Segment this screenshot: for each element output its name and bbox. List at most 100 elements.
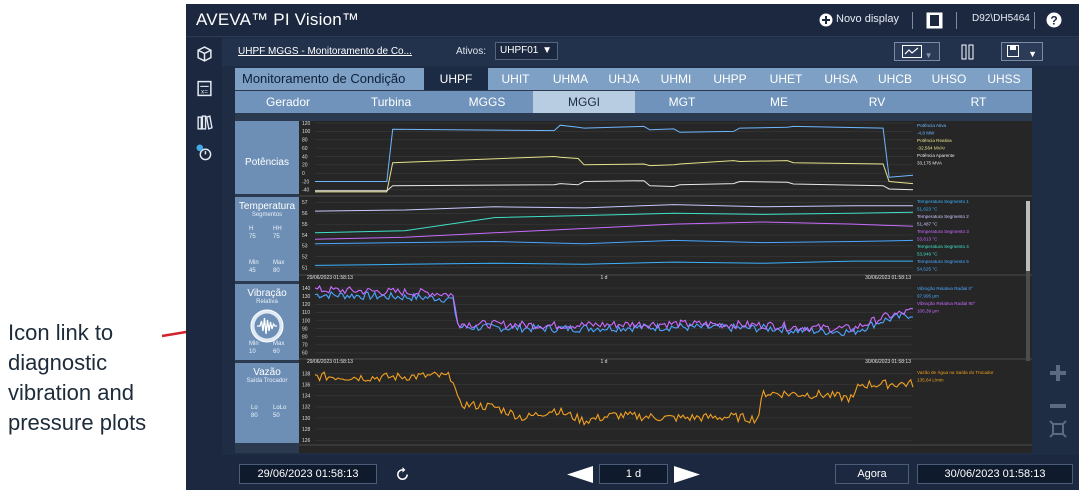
tab-rv[interactable]: RV <box>868 95 886 109</box>
save-icon <box>1007 45 1019 57</box>
limit-label: HH <box>273 226 282 232</box>
help-icon[interactable]: ? <box>1046 12 1062 28</box>
y-tick-label: 20 <box>302 163 308 169</box>
vibration-wave-icon[interactable] <box>250 309 284 343</box>
limit-label: Lo <box>251 405 258 411</box>
tab-mggi[interactable]: MGGI <box>533 91 635 113</box>
end-time-input[interactable]: 30/06/2023 01:58:13 <box>917 464 1073 484</box>
range-value: 10 <box>249 349 256 355</box>
tab-uhmi[interactable]: UHMI <box>660 72 692 86</box>
legend-entry: Temperatura Segmento 3 <box>917 229 969 234</box>
scrollbar-thumb[interactable] <box>1026 201 1030 271</box>
tab-uhss[interactable]: UHSS <box>987 72 1021 86</box>
tab-rt[interactable]: RT <box>970 95 987 109</box>
time-axis-start: 29/06/2023 01:58:13 <box>307 359 353 365</box>
legend-entry: 97,995 µm <box>917 294 939 299</box>
y-tick-label: 53 <box>302 244 308 250</box>
panel-subtitle: Saída Trocador <box>246 378 288 384</box>
limit-value: 75 <box>249 234 256 240</box>
tab-mggs[interactable]: MGGS <box>468 95 506 109</box>
trend-series-line <box>314 204 913 212</box>
y-tick-label: 120 <box>302 121 311 127</box>
zoom-out-icon[interactable] <box>1049 397 1067 415</box>
user-name[interactable]: D92\DH5464 <box>972 13 1030 24</box>
y-tick-label: -40 <box>302 188 309 194</box>
tab-me[interactable]: ME <box>770 95 788 109</box>
svg-text:x=: x= <box>201 88 208 95</box>
display-mode-icon[interactable] <box>926 12 943 29</box>
legend-entry: Temperatura Segmento 4 <box>917 244 969 249</box>
trend-plots[interactable]: 120 100 80 60 40 20 0 -20 -40 57 56 55 54 53 52 51 140 13… <box>299 121 1032 453</box>
tab-uhja[interactable]: UHJA <box>608 72 640 86</box>
calculator-icon[interactable]: x= <box>196 80 213 97</box>
limit-value: 50 <box>273 413 280 419</box>
events-stopwatch-icon[interactable] <box>196 144 213 161</box>
top-bar: AVEVA™ PI Vision™ Novo display D92\DH546… <box>186 4 1079 37</box>
trend-series-line <box>314 211 914 234</box>
limit-label: H <box>249 226 254 232</box>
panel-label-potencias: Potências <box>235 121 299 194</box>
y-tick-label: 56 <box>302 211 308 217</box>
tab-uhsa[interactable]: UHSA <box>824 72 858 86</box>
y-tick-label: 60 <box>302 146 308 152</box>
tab-uhpf[interactable]: UHPF <box>424 68 488 90</box>
legend-entry: Temperatura Segmento 5 <box>917 259 969 264</box>
legend-entry: -4,8 MW <box>917 131 935 136</box>
callout-line-3: vibration and <box>8 380 134 405</box>
tab-uhit[interactable]: UHIT <box>501 72 530 86</box>
fit-to-screen-icon[interactable] <box>1049 420 1067 438</box>
display-canvas: Monitoramento de Condição UHPF UHIT UHMA… <box>235 68 1032 453</box>
previous-period-icon[interactable] <box>567 466 593 483</box>
trend-series-line <box>314 371 914 426</box>
legend-entry: Vazão de Água na Saída do Trocador <box>917 369 994 375</box>
new-display-button[interactable]: Novo display <box>836 13 899 25</box>
legend-entry: Vibração Relativa Radial 90° <box>917 301 976 306</box>
trend-options-button[interactable]: ▼ <box>894 42 940 61</box>
start-time-input[interactable]: 29/06/2023 01:58:13 <box>239 464 377 484</box>
y-tick-label: 90 <box>302 326 308 332</box>
tab-uhcb[interactable]: UHCB <box>877 72 912 86</box>
now-button[interactable]: Agora <box>835 464 909 484</box>
y-tick-label: 54 <box>302 233 308 239</box>
tab-uhso[interactable]: UHSO <box>931 72 967 86</box>
left-sidebar: x= <box>186 38 222 490</box>
library-icon[interactable] <box>196 114 213 131</box>
tab-uhpp[interactable]: UHPP <box>713 72 747 86</box>
tab-uhet[interactable]: UHET <box>769 72 803 86</box>
plus-circle-icon[interactable] <box>819 13 833 27</box>
refresh-icon[interactable] <box>395 467 410 482</box>
unit-tabs: Monitoramento de Condição UHPF UHIT UHMA… <box>235 68 1032 90</box>
column-toggle-icon[interactable] <box>960 44 976 60</box>
zoom-controls <box>1032 354 1079 454</box>
y-tick-label: 70 <box>302 343 308 349</box>
scrollbar-track[interactable] <box>1026 201 1030 361</box>
tab-turbina[interactable]: Turbina <box>370 95 412 109</box>
topbar-divider <box>1034 12 1035 29</box>
display-title-link[interactable]: UHPF MGGS - Monitoramento de Co... <box>238 46 412 57</box>
y-tick-label: 126 <box>302 438 311 444</box>
y-tick-label: 140 <box>302 286 311 292</box>
save-menu-button[interactable]: ▼ <box>1001 42 1043 61</box>
range-label: Min <box>249 260 259 266</box>
assets-select[interactable]: UHPF01 ▼ <box>495 42 558 60</box>
panel-subtitle: Segmentos <box>251 212 283 218</box>
next-period-icon[interactable] <box>674 466 700 483</box>
zoom-in-icon[interactable] <box>1049 364 1067 382</box>
trend-series-line <box>314 221 914 240</box>
cube-icon[interactable] <box>196 46 213 63</box>
tab-mgt[interactable]: MGT <box>668 95 696 109</box>
y-tick-label: 110 <box>302 310 310 316</box>
y-tick-label: 52 <box>302 255 308 261</box>
time-span-input[interactable]: 1 d <box>599 464 668 484</box>
unit-tabs-title: Monitoramento de Condição <box>242 71 406 86</box>
trend-series-line <box>314 239 914 245</box>
tab-gerador[interactable]: Gerador <box>265 95 311 109</box>
callout-annotation: Icon link to diagnostic vibration and pr… <box>8 318 183 438</box>
range-label: Min <box>249 341 259 347</box>
trend-series-line <box>314 284 914 333</box>
y-tick-label: 55 <box>302 222 308 228</box>
tab-uhma[interactable]: UHMA <box>552 72 589 86</box>
panel-title: Vazão <box>253 367 281 378</box>
legend-entry: 106,39 µm <box>917 309 939 314</box>
legend-entry: Vibração Relativa Radial 0° <box>917 286 973 291</box>
